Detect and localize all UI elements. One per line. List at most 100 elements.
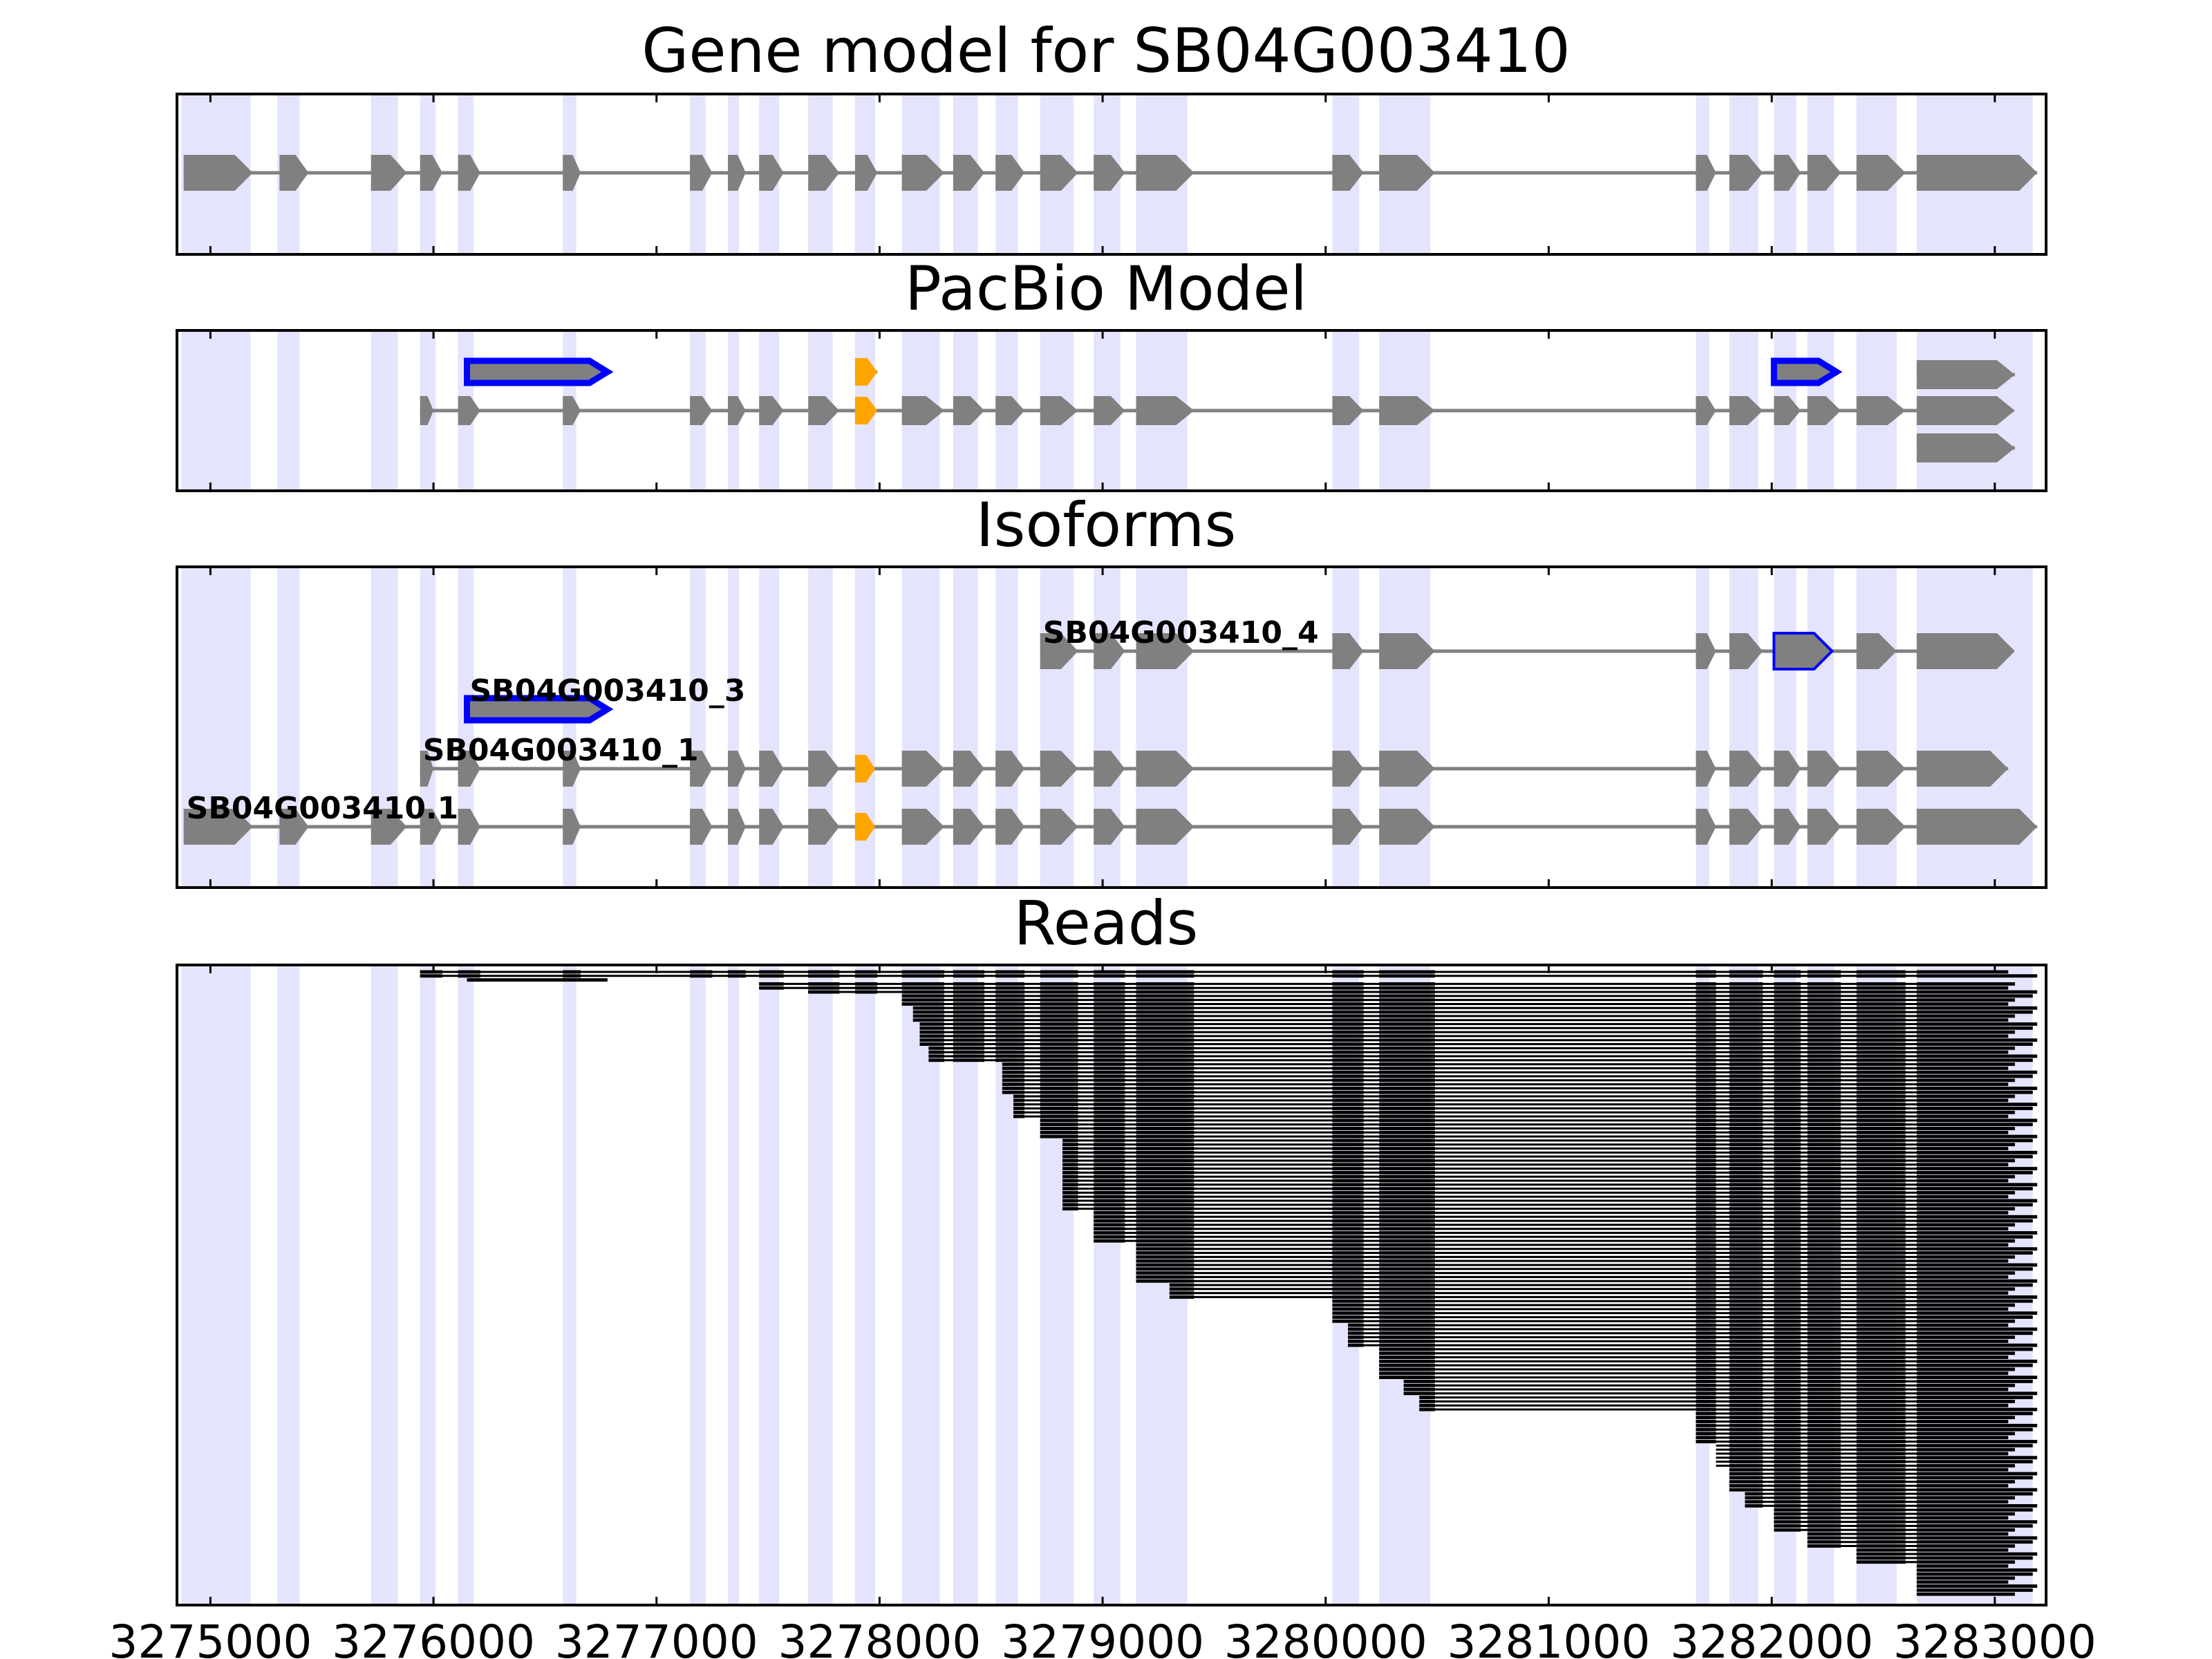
read-block (1332, 1058, 1364, 1062)
read-block (912, 1010, 944, 1014)
read-block (1807, 1022, 1841, 1026)
read-block (1856, 1078, 1906, 1082)
read-block (1856, 1376, 1906, 1380)
alt-exon (854, 755, 875, 782)
read-block (1332, 1190, 1364, 1194)
read-block (1332, 1271, 1364, 1275)
read-block (1696, 1416, 1716, 1420)
read-block (1807, 1134, 1841, 1138)
read-block (1696, 1359, 1716, 1363)
read-block (1807, 1107, 1841, 1110)
read-block (1807, 1239, 1841, 1243)
read-block (1916, 1299, 2033, 1303)
read-block (1040, 1103, 1078, 1107)
read-block (1136, 1187, 1194, 1191)
read-block (1040, 986, 1078, 990)
read-block (1856, 1356, 1906, 1359)
read-block (1729, 1271, 1763, 1275)
exon (563, 155, 581, 191)
read-block (1916, 1247, 2038, 1251)
read-block (1094, 1170, 1125, 1174)
read-block (1807, 1391, 1841, 1396)
read-block (1696, 1199, 1716, 1203)
read-block (1774, 1347, 1801, 1351)
read-block (1348, 1343, 1364, 1347)
read-block (1136, 1247, 1194, 1251)
read-block (1807, 1123, 1841, 1127)
read-block (1856, 1331, 1906, 1335)
read-block (1136, 1263, 1194, 1267)
read-block (1332, 1127, 1364, 1130)
read-block (1729, 986, 1763, 990)
read-block (1807, 1492, 1841, 1496)
read-block (1774, 1231, 1801, 1235)
read-block (1136, 1030, 1194, 1034)
exon (1856, 751, 1906, 787)
read-block (1379, 1351, 1435, 1356)
read-block (1332, 1303, 1364, 1307)
read-block (1136, 998, 1194, 1002)
read-block (1916, 1367, 2015, 1371)
read-block (1136, 1275, 1194, 1279)
read-block (1332, 1255, 1364, 1259)
read-block (808, 990, 840, 994)
read-block (1856, 1103, 1906, 1107)
read-block (1807, 1520, 1841, 1524)
read-block (1916, 1463, 2015, 1468)
read-block (1729, 1070, 1763, 1074)
read-block (1856, 1066, 1906, 1070)
read-block (1040, 1046, 1078, 1050)
exon (1807, 809, 1841, 845)
read-block (1696, 1371, 1716, 1376)
read-block (1332, 1026, 1364, 1030)
panel-frame (176, 329, 2047, 492)
highlight-band (458, 965, 474, 1605)
read-block (1332, 1030, 1364, 1034)
read-block (1807, 1194, 1841, 1199)
read-block (1729, 1416, 1763, 1420)
exon (279, 809, 309, 845)
read-block (953, 970, 985, 974)
read-block (1774, 1074, 1801, 1078)
read-block (1729, 1423, 1763, 1427)
read-block (1332, 1275, 1364, 1279)
read-block (1136, 1010, 1194, 1014)
read-block (1807, 974, 1841, 978)
read-block (1916, 1283, 2033, 1287)
highlight-band (371, 965, 398, 1605)
read-block (1379, 1002, 1435, 1006)
read-block (1696, 1343, 1716, 1347)
read-block (953, 1014, 985, 1018)
exon (901, 396, 944, 425)
read-block (1807, 1094, 1841, 1098)
read-block (1332, 1134, 1364, 1138)
read-block (1916, 990, 2038, 994)
read-block (1774, 1287, 1801, 1291)
read-block (1916, 994, 2033, 998)
read-block (1916, 1528, 2015, 1532)
exon (1774, 155, 1801, 191)
read-block (1856, 1468, 1906, 1472)
exon (1696, 396, 1716, 425)
read-block (1774, 1311, 1801, 1315)
read-block (1729, 1299, 1763, 1303)
exon (458, 809, 480, 845)
exon (1094, 751, 1125, 787)
read-block (1856, 1050, 1906, 1054)
read-block (1136, 1022, 1194, 1026)
retained-intron-exon (464, 357, 614, 386)
read-block (1696, 1399, 1716, 1403)
read-block (1136, 1038, 1194, 1042)
exon (420, 155, 442, 191)
read-block (1729, 1010, 1763, 1014)
exon (420, 396, 434, 425)
read-block (1774, 1520, 1801, 1524)
read-block (1774, 1203, 1801, 1207)
read-block (1379, 1042, 1435, 1046)
read-block (1856, 1275, 1906, 1279)
read-block (1774, 1078, 1801, 1082)
read-block (1774, 1456, 1801, 1460)
read-block (1136, 1231, 1194, 1235)
read-block (1729, 1311, 1763, 1315)
read-block (1856, 1215, 1906, 1219)
